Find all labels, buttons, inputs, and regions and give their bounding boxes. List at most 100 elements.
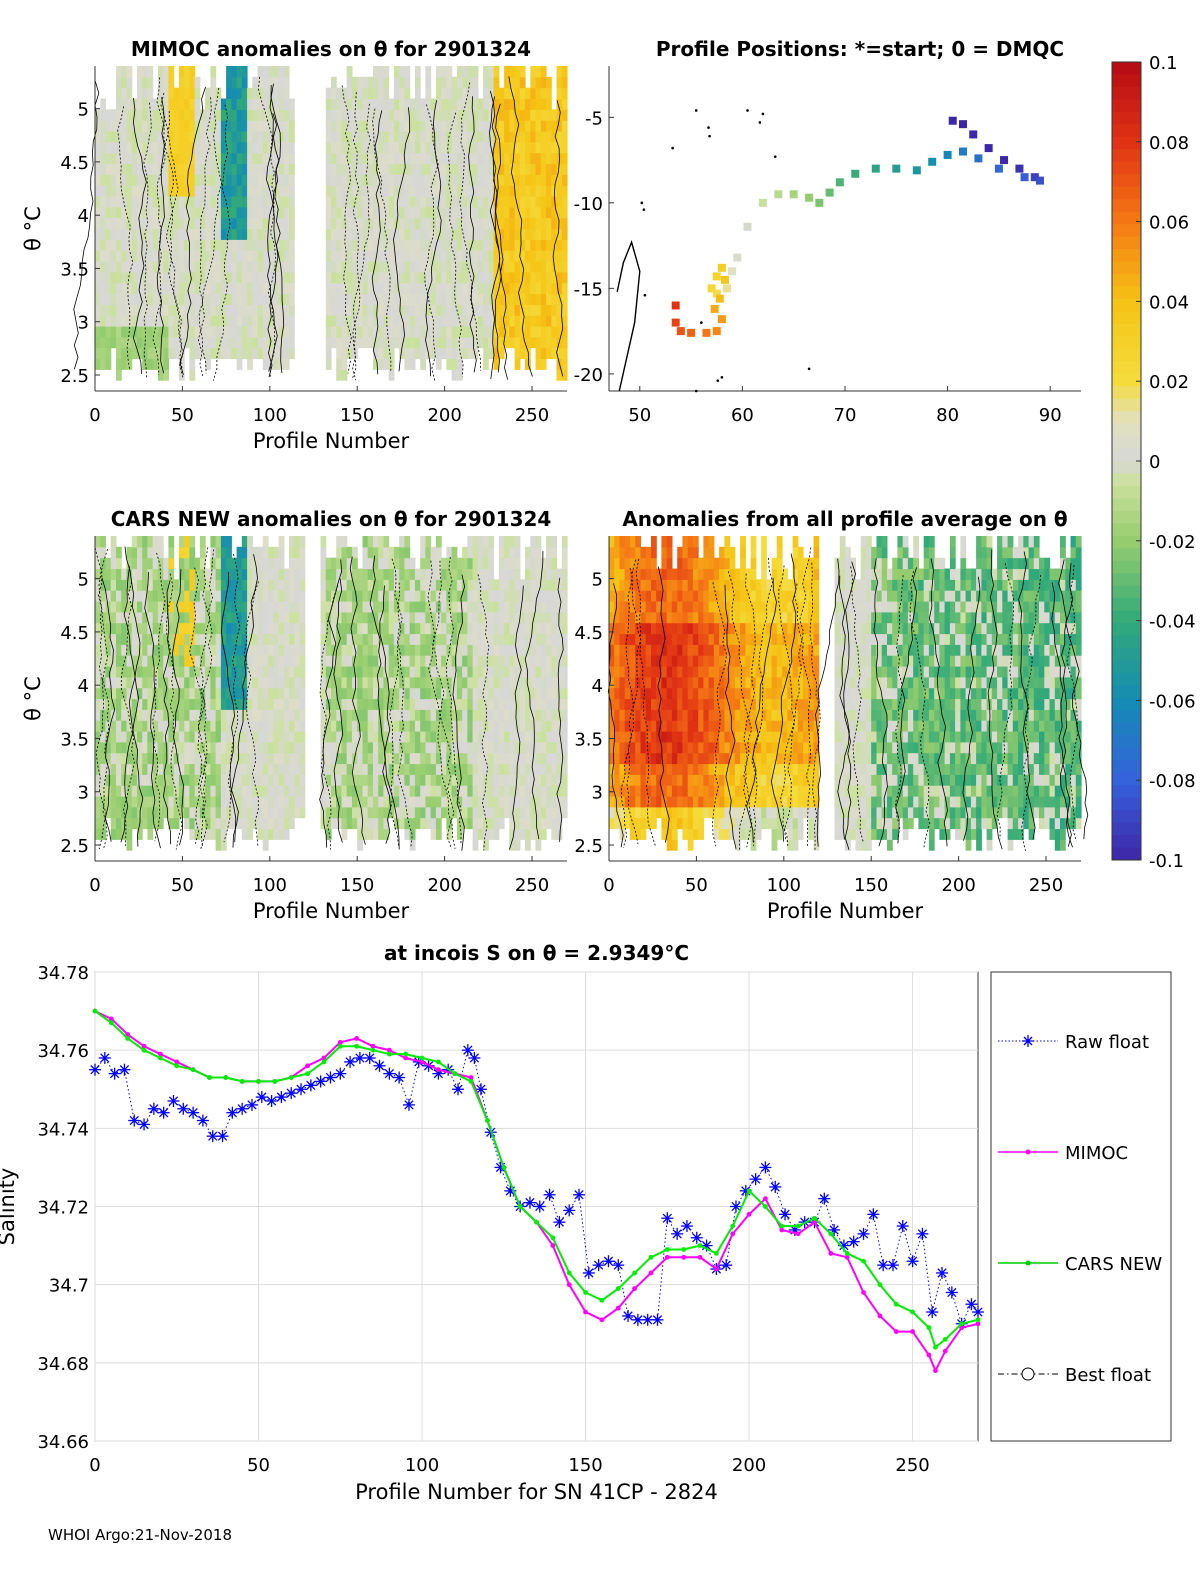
series-cars-new-point (403, 1051, 409, 1057)
series-cars-new-point (141, 1047, 147, 1053)
series-mimoc-point (812, 1219, 817, 1225)
raw-float-point (749, 1173, 762, 1186)
y-tick-label: 3.5 (60, 259, 89, 280)
y-tick-label: 34.66 (37, 1432, 89, 1453)
legend-label: MIMOC (1065, 1143, 1128, 1164)
track-point (959, 147, 967, 156)
raw-float-point (452, 1083, 465, 1096)
colorbar-segment (1112, 336, 1141, 350)
raw-float-point (216, 1130, 229, 1143)
raw-float-point (769, 1180, 782, 1193)
track-point (994, 164, 1003, 173)
series-cars-new-point (550, 1235, 556, 1241)
raw-float-point (926, 1306, 939, 1319)
legend-label: Best float (1065, 1365, 1151, 1386)
colorbar-segment (1112, 373, 1141, 387)
colorbar-segment (1112, 348, 1141, 362)
island-dot (640, 201, 644, 205)
series-mimoc-point (599, 1317, 605, 1323)
coastline-madagascar (616, 240, 641, 392)
series-mimoc-point (632, 1286, 638, 1291)
raw-float-point (972, 1306, 984, 1319)
colorbar-segment (1112, 523, 1141, 537)
legend-box (990, 971, 1172, 1442)
x-tick-label: 0 (89, 1455, 100, 1476)
raw-float-point (324, 1071, 337, 1084)
series-mimoc-point (305, 1063, 310, 1069)
series-cars-new-point (125, 1036, 131, 1041)
series-cars-new-point (452, 1071, 458, 1077)
series-mimoc-point (713, 1266, 719, 1272)
colorbar-segment (1112, 722, 1141, 736)
colorbar-tick-label: -0.04 (1149, 612, 1196, 633)
series-mimoc-point (828, 1251, 834, 1256)
track-point (825, 188, 834, 197)
track-point (928, 157, 937, 166)
raw-float-point (847, 1235, 860, 1248)
colorbar-segment (1112, 585, 1141, 599)
colorbar-segment (1112, 136, 1141, 150)
series-mimoc-point (795, 1231, 801, 1237)
island-dot (720, 376, 724, 379)
colorbar-segment (1112, 298, 1141, 312)
raw-float-point (265, 1094, 278, 1107)
raw-float-point (226, 1106, 239, 1119)
colorbar-segment (1112, 847, 1141, 861)
y-tick-label: 5 (78, 100, 89, 121)
colorbar-segment (1112, 573, 1141, 587)
colorbar-segment (1112, 149, 1141, 163)
series-cars-new-point (256, 1079, 261, 1084)
raw-float-point (147, 1102, 160, 1115)
colorbar-segment (1112, 822, 1141, 836)
raw-float-point (89, 1063, 101, 1076)
colorbar-tick-label: -0.08 (1149, 771, 1196, 792)
raw-float-point (373, 1059, 386, 1072)
salinity-chart-title: at incois S on θ = 2.9349°C (384, 941, 689, 965)
raw-float-point (344, 1055, 357, 1068)
raw-float-point (690, 1231, 703, 1244)
x-tick-label: 150 (568, 1455, 602, 1476)
track-point (912, 166, 921, 175)
x-tick-label: 200 (427, 875, 461, 896)
colorbar-segment (1112, 485, 1141, 499)
track-point (969, 130, 978, 139)
track-point (687, 328, 696, 337)
legend-label: CARS NEW (1065, 1254, 1162, 1275)
y-tick-label: 3 (592, 783, 603, 804)
series-mimoc-point (337, 1039, 343, 1045)
y-tick-label: 3.5 (60, 729, 89, 750)
colorbar-segment (1112, 498, 1141, 512)
raw-float-point (592, 1259, 605, 1272)
series-cars-new-point (812, 1215, 817, 1221)
x-tick-label: 100 (253, 405, 287, 426)
raw-float-point (468, 1051, 481, 1064)
raw-float-point (612, 1259, 625, 1272)
track-point (851, 169, 860, 178)
heatmap-panel-1 (73, 66, 568, 381)
map-x-tick-label: 80 (936, 405, 959, 426)
island-dot (758, 121, 762, 124)
y-tick-label: 5 (592, 570, 603, 591)
raw-float-point (543, 1188, 556, 1201)
footer-text: WHOI Argo:21-Nov-2018 (48, 1526, 232, 1544)
raw-float-point (177, 1102, 190, 1115)
track-point (720, 275, 729, 284)
series-cars-new-point (664, 1247, 670, 1252)
colorbar-segment (1112, 461, 1141, 474)
salinity-x-axis-label: Profile Number for SN 41CP - 2824 (355, 1480, 718, 1504)
series-cars-new-point (386, 1051, 392, 1057)
series-cars-new-point (615, 1286, 621, 1291)
y-tick-label: 2.5 (60, 836, 89, 857)
colorbar-segment (1112, 448, 1141, 462)
colorbar-segment (1112, 361, 1141, 375)
colorbar-segment (1112, 635, 1141, 649)
series-mimoc-point (763, 1196, 768, 1202)
track-point (717, 263, 726, 272)
raw-float-point (402, 1098, 415, 1111)
series-cars-new-point (975, 1317, 981, 1323)
colorbar-segment (1112, 261, 1141, 275)
x-tick-label: 150 (854, 875, 888, 896)
series-cars-new-point (501, 1165, 507, 1170)
x-tick-label: 250 (515, 405, 549, 426)
